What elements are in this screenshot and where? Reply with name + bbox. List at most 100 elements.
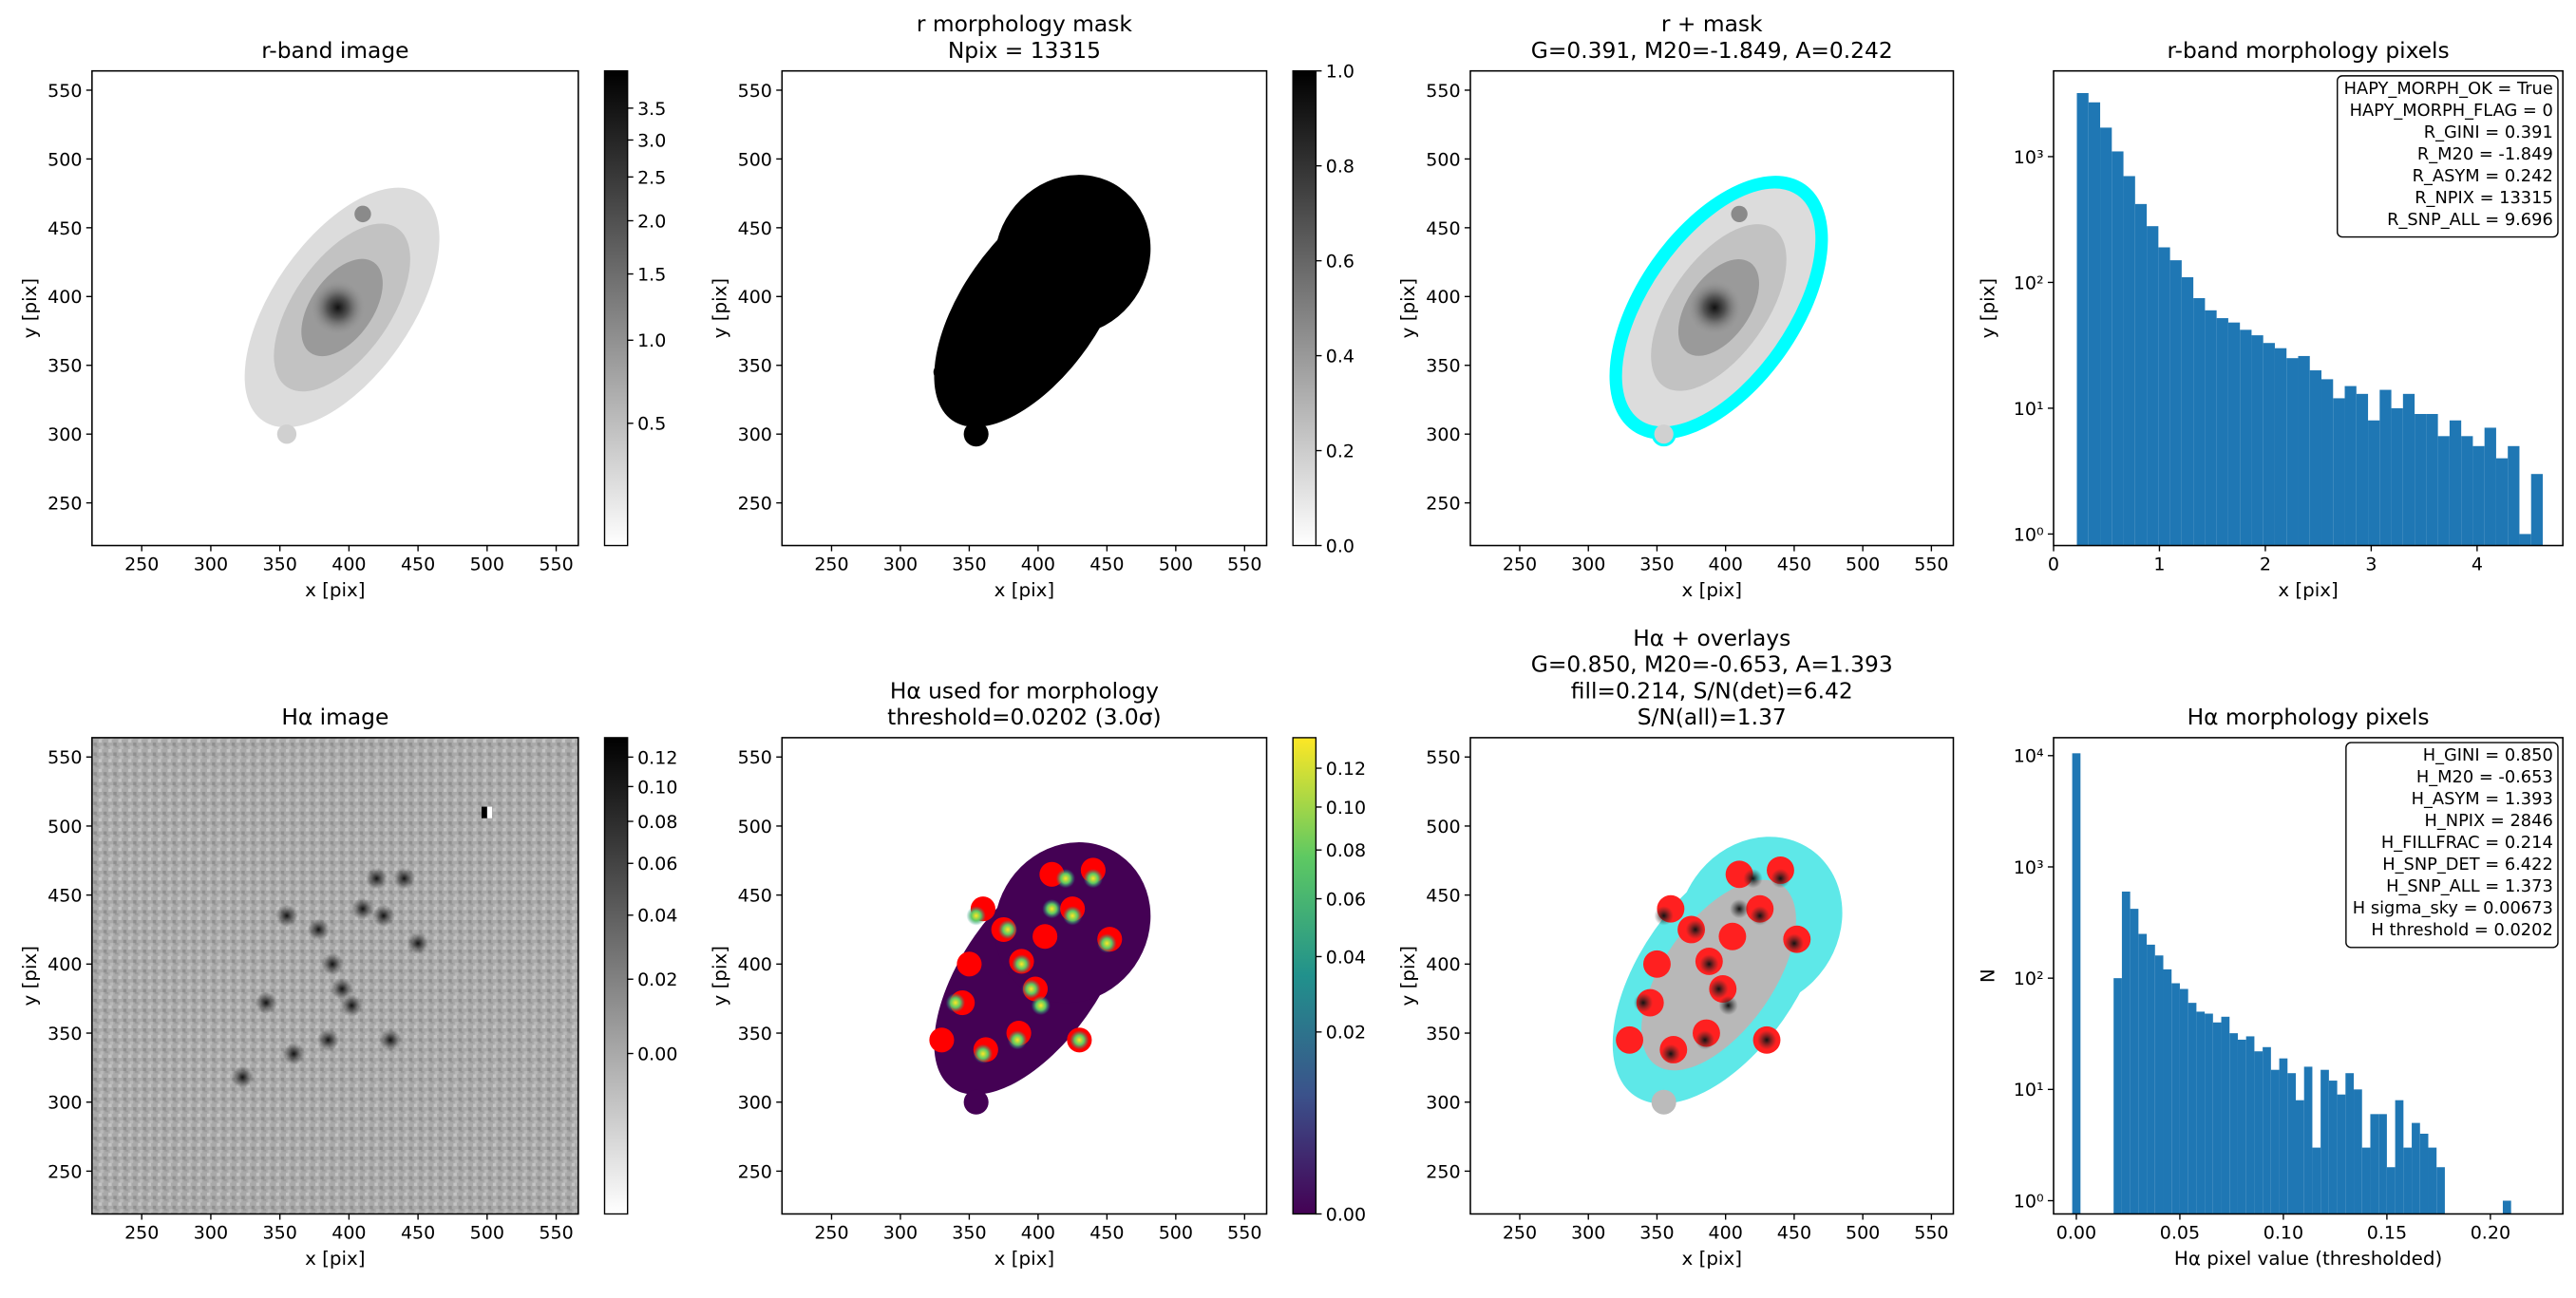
bar — [2274, 348, 2287, 546]
y-tick-label: 10² — [2014, 969, 2044, 989]
image-feature — [1730, 899, 1750, 919]
image-feature — [255, 991, 277, 1014]
y-tick-label: 400 — [738, 954, 772, 975]
axes-frame — [2053, 737, 2564, 1215]
y-tick-label: 10⁰ — [2014, 524, 2044, 545]
colorbar-tick-label: 1.0 — [637, 330, 666, 351]
y-tick-label: 450 — [47, 218, 82, 239]
bar — [2188, 1003, 2197, 1214]
y-tick-label: 500 — [738, 149, 772, 170]
x-axis-label: x [pix] — [1681, 1248, 1742, 1270]
chart-title: Npix = 13315 — [948, 37, 1101, 64]
x-tick-label: 500 — [1159, 554, 1193, 574]
bar — [2303, 1066, 2313, 1214]
image-feature — [933, 364, 951, 381]
x-tick-label: 500 — [470, 554, 504, 574]
annotation-text: R_SNP_ALL = 9.696 — [2387, 210, 2553, 230]
colorbar — [1292, 737, 1317, 1215]
y-axis-label: N — [1978, 969, 1999, 983]
annotation-text: H_FILLFRAC = 0.214 — [2381, 833, 2553, 853]
colorbar-tick-label: 0.06 — [1326, 889, 1366, 910]
bar — [2279, 1058, 2288, 1214]
x-tick-label: 500 — [1159, 1222, 1193, 1243]
bar — [2221, 1016, 2230, 1214]
y-tick-label: 400 — [738, 287, 772, 308]
y-tick-label: 450 — [1426, 218, 1460, 239]
bar — [2179, 988, 2188, 1214]
y-tick-label: 500 — [47, 817, 82, 837]
image-feature — [997, 919, 1018, 940]
x-tick-label: 500 — [1846, 1222, 1880, 1243]
image-feature — [1008, 1030, 1028, 1050]
chart-title: G=0.850, M20=-0.653, A=1.393 — [1531, 651, 1893, 678]
image-feature — [316, 1028, 340, 1051]
image-feature — [282, 1043, 305, 1065]
axes-frame — [781, 69, 1268, 547]
bar — [2227, 322, 2241, 546]
bar — [2287, 1073, 2296, 1214]
x-tick-label: 550 — [1914, 554, 1948, 574]
x-tick-label: 450 — [401, 1222, 435, 1243]
colorbar-tick-label: 0.10 — [637, 777, 677, 798]
x-tick-label: 0.20 — [2471, 1222, 2510, 1243]
colorbar — [1292, 69, 1317, 547]
image-feature — [1687, 279, 1743, 335]
chart-title: r morphology mask — [917, 10, 1132, 37]
y-tick-label: 250 — [1426, 494, 1460, 515]
image-feature — [945, 992, 966, 1013]
x-tick-label: 400 — [1709, 554, 1743, 574]
y-tick-label: 250 — [1426, 1161, 1460, 1182]
annotation-text: R_GINI = 0.391 — [2424, 122, 2553, 142]
colorbar-tick-label: 3.0 — [637, 130, 666, 151]
bar — [2344, 386, 2357, 546]
annotation-text: R_NPIX = 13315 — [2415, 188, 2553, 208]
y-tick-label: 300 — [1426, 1093, 1460, 1114]
bar — [2134, 203, 2148, 546]
y-tick-label: 350 — [1426, 356, 1460, 377]
x-tick-label: 400 — [1021, 554, 1055, 574]
annotation-text: H_GINI = 0.850 — [2423, 745, 2553, 765]
axes-frame — [1469, 737, 1955, 1215]
image-feature — [963, 1089, 989, 1115]
plot-area — [1612, 837, 1843, 1115]
y-tick-label: 10¹ — [2014, 1080, 2044, 1100]
x-tick-label: 550 — [1227, 1222, 1261, 1243]
x-tick-label: 450 — [1777, 554, 1811, 574]
bar — [2147, 944, 2155, 1214]
x-axis-label: x [pix] — [305, 579, 366, 601]
image-feature — [91, 737, 578, 1214]
colorbar-tick-label: 2.0 — [637, 211, 666, 232]
bar — [2245, 1036, 2255, 1214]
image-feature — [1070, 1030, 1089, 1050]
x-tick-label: 3 — [2365, 554, 2377, 574]
x-tick-label: 0.00 — [2056, 1222, 2096, 1243]
x-axis-label: x [pix] — [2278, 579, 2339, 601]
y-axis-label: y [pix] — [19, 278, 41, 339]
colorbar-tick-label: 0.0 — [1326, 536, 1354, 556]
bar — [2216, 318, 2228, 546]
bar — [2154, 955, 2164, 1214]
bar — [2461, 436, 2473, 546]
bar — [2403, 1147, 2413, 1214]
image-feature — [957, 951, 982, 977]
image-feature — [365, 867, 388, 890]
y-tick-label: 450 — [1426, 886, 1460, 907]
bar — [2121, 891, 2131, 1214]
y-tick-label: 250 — [738, 494, 772, 515]
bar — [2138, 933, 2148, 1214]
bar — [2181, 276, 2194, 546]
x-tick-label: 0.10 — [2263, 1222, 2303, 1243]
x-tick-label: 300 — [1571, 554, 1605, 574]
y-tick-label: 450 — [738, 218, 772, 239]
image-feature — [310, 279, 366, 335]
colorbar-tick-label: 0.08 — [1326, 840, 1366, 861]
y-tick-label: 450 — [47, 886, 82, 907]
bar — [2251, 335, 2263, 546]
bar — [2169, 260, 2182, 546]
x-tick-label: 250 — [1503, 1222, 1537, 1243]
y-tick-label: 500 — [1426, 817, 1460, 837]
y-tick-label: 300 — [1426, 424, 1460, 445]
